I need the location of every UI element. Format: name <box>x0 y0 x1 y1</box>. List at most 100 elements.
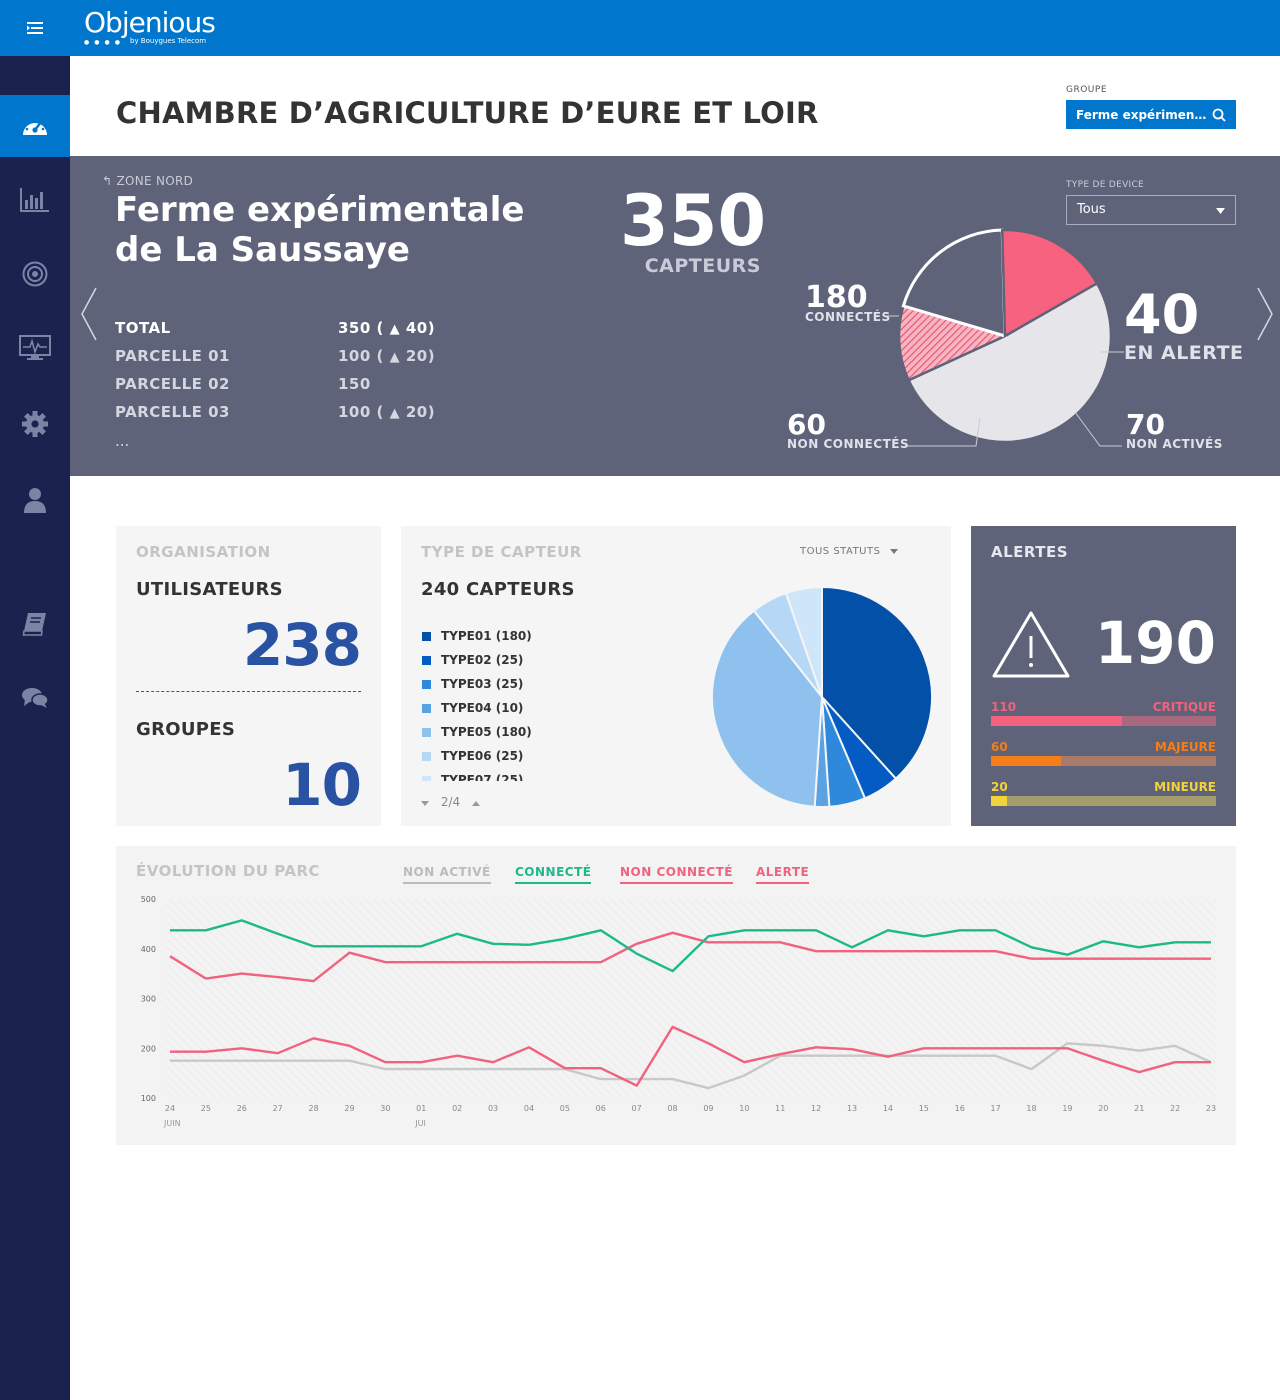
series-line[interactable] <box>170 919 1211 973</box>
alert-label: EN ALERTE <box>1124 342 1244 364</box>
month-label: JUI <box>414 1119 426 1128</box>
y-tick-label: 400 <box>141 945 156 954</box>
x-tick-label: 24 <box>165 1104 175 1113</box>
legend-label: TYPE03 (25) <box>441 677 524 691</box>
month-label: JUIN <box>163 1119 181 1128</box>
evolution-tab[interactable]: ALERTE <box>756 865 810 884</box>
alert-level-fill <box>991 716 1122 726</box>
caret-up-icon <box>471 800 480 806</box>
legend-swatch <box>422 632 431 641</box>
alert-level-fill <box>991 756 1061 766</box>
zone-link[interactable]: ↰ ZONE NORD <box>102 174 193 188</box>
alert-level-label: MINEURE <box>1154 780 1216 794</box>
connected-slice[interactable] <box>907 281 1113 444</box>
alert-level-track <box>991 796 1216 806</box>
pager-up-button[interactable] <box>471 795 480 809</box>
next-arrow-icon[interactable] <box>1256 286 1274 342</box>
device-type-select[interactable]: Tous <box>1066 195 1236 225</box>
x-tick-label: 09 <box>703 1104 713 1113</box>
inactive-leader <box>1074 411 1122 447</box>
sensor-type-pie <box>711 585 933 808</box>
y-tick-label: 200 <box>141 1044 156 1053</box>
series-line[interactable] <box>169 931 1211 983</box>
sensor-type-slice[interactable] <box>821 585 933 780</box>
menu-toggle-button[interactable] <box>0 0 70 56</box>
sidebar-item-users[interactable] <box>0 469 70 531</box>
legend-swatch <box>422 704 431 713</box>
status-filter-value: TOUS STATUTS <box>800 546 881 557</box>
inactive-slice[interactable] <box>901 228 1007 339</box>
legend-label: TYPE05 (180) <box>441 725 532 739</box>
x-tick-label: 23 <box>1206 1104 1216 1113</box>
x-tick-label: 10 <box>739 1104 749 1113</box>
sidebar-item-settings[interactable] <box>0 393 70 455</box>
farm-name: Ferme expérimentale de La Saussaye <box>115 190 575 270</box>
legend-item[interactable]: TYPE06 (25) <box>421 749 621 773</box>
sidebar-item-dashboard[interactable] <box>0 95 70 157</box>
legend-item[interactable]: TYPE07 (25) <box>421 773 621 781</box>
organisation-divider <box>136 691 361 692</box>
alert-level-track <box>991 756 1216 766</box>
legend-swatch <box>422 776 431 781</box>
sensor-status-pie <box>887 228 1124 447</box>
sensor-type-slice[interactable] <box>711 609 824 808</box>
series-line[interactable] <box>170 1025 1211 1087</box>
sidebar-item-documentation[interactable] <box>0 593 70 655</box>
legend-item[interactable]: TYPE01 (180) <box>421 629 621 653</box>
x-tick-label: 21 <box>1134 1104 1144 1113</box>
sidebar-item-statistics[interactable] <box>0 169 70 231</box>
sensor-total-label: CAPTEURS <box>644 255 761 277</box>
chat-icon <box>22 688 49 708</box>
evolution-tab[interactable]: NON ACTIVÉ <box>403 865 491 884</box>
group-select[interactable]: Ferme expérimentale de La Saussaye <box>1066 100 1236 129</box>
disconnected-slice[interactable] <box>1000 228 1099 339</box>
legend-item[interactable]: TYPE04 (10) <box>421 701 621 725</box>
sidebar-item-targets[interactable] <box>0 243 70 305</box>
x-tick-label: 25 <box>201 1104 211 1113</box>
legend-item[interactable]: TYPE02 (25) <box>421 653 621 677</box>
x-tick-label: 17 <box>991 1104 1001 1113</box>
x-tick-label: 14 <box>883 1104 893 1113</box>
previous-arrow-icon[interactable] <box>80 286 98 342</box>
brand-dots: ●●●● <box>84 39 125 46</box>
alerts-card: ALERTES 190 110 CRITIQUE 60 MAJEURE 20 MINEUR… <box>971 526 1236 826</box>
pager-page: 2/4 <box>440 794 461 809</box>
parcel-name: PARCELLE 01 <box>115 347 230 365</box>
evolution-line-chart: 100 200 300 400 500 24 25 26 27 28 29 30 01 02 03 04 05 0… <box>141 895 1216 1128</box>
x-tick-label: 19 <box>1062 1104 1072 1113</box>
x-tick-label: 08 <box>667 1104 677 1113</box>
sensor-type-slice[interactable] <box>784 585 823 698</box>
sidebar-item-monitoring[interactable] <box>0 317 70 379</box>
device-type-value: Tous <box>1077 202 1106 217</box>
legend-label: TYPE02 (25) <box>441 653 524 667</box>
x-tick-label: 12 <box>811 1104 821 1113</box>
sensor-type-title: TYPE DE CAPTEUR <box>421 543 582 561</box>
x-tick-label: 13 <box>847 1104 857 1113</box>
legend-item[interactable]: TYPE03 (25) <box>421 677 621 701</box>
target-icon <box>22 261 48 287</box>
x-tick-label: 20 <box>1098 1104 1108 1113</box>
status-filter-select[interactable]: TOUS STATUTS <box>800 546 899 557</box>
legend-swatch <box>422 728 431 737</box>
groups-count: 10 <box>282 751 362 819</box>
alert-level-count: 110 <box>991 700 1017 714</box>
brand-logo[interactable]: Objenious ●●●● by Bouygues Telecom <box>84 8 216 47</box>
users-count: 238 <box>242 611 362 679</box>
parcel-count: 150 <box>338 375 371 393</box>
legend-item[interactable]: TYPE05 (180) <box>421 725 621 749</box>
sidebar-item-messages[interactable] <box>0 667 70 729</box>
evolution-tab[interactable]: CONNECTÉ <box>515 865 592 884</box>
book-icon <box>22 613 46 636</box>
legend-swatch <box>422 656 431 665</box>
parcel-count: 100 ( ▲ 20) <box>338 347 436 365</box>
alert-level-count: 20 <box>991 780 1008 794</box>
group-select-value: Ferme expérimentale de La Saussaye <box>1076 107 1210 122</box>
sensor-type-total: 240 CAPTEURS <box>421 579 575 600</box>
caret-down-icon <box>421 800 429 806</box>
series-line[interactable] <box>170 1042 1212 1090</box>
top-bar: Objenious ●●●● by Bouygues Telecom <box>0 0 1280 56</box>
pager-down-button[interactable] <box>421 795 429 809</box>
evolution-tab[interactable]: NON CONNECTÉ <box>620 865 733 884</box>
fleet-evolution-card: ÉVOLUTION DU PARC NON ACTIVÉ CONNECTÉ NON … <box>116 846 1236 1145</box>
organisation-card: ORGANISATION UTILISATEURS 238 GROUPES 10 <box>116 526 381 826</box>
